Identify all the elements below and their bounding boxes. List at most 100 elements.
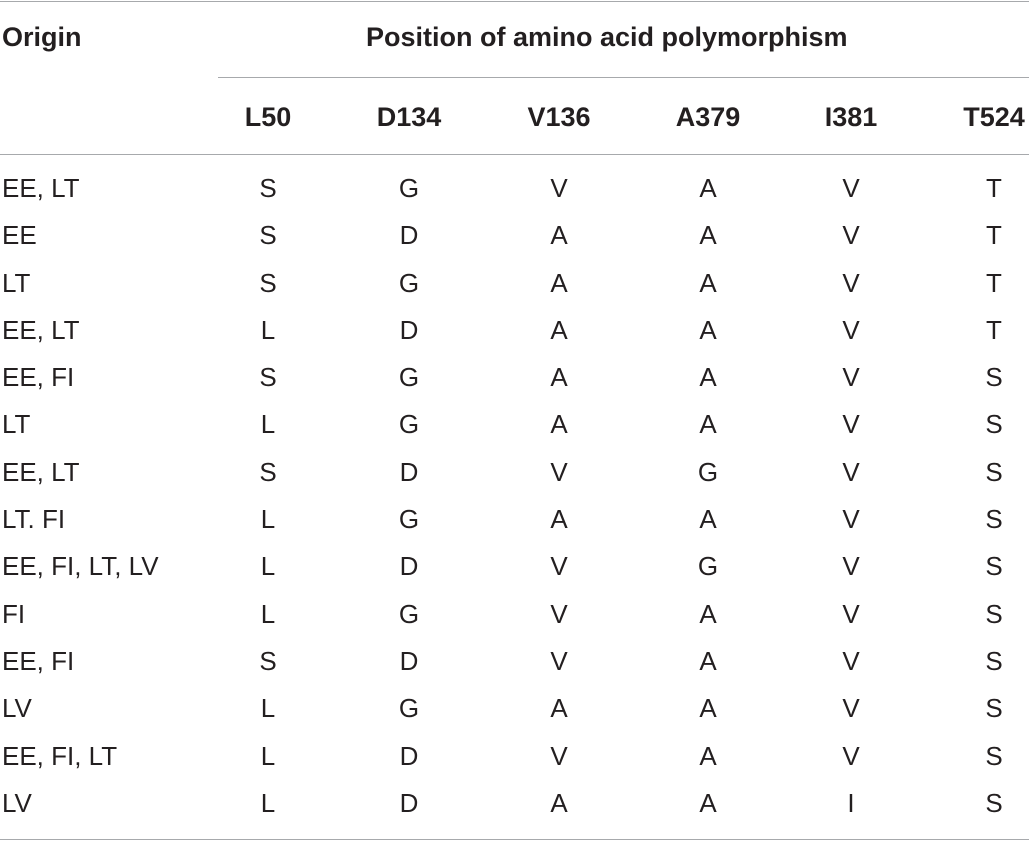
residue-cell: V <box>842 173 860 203</box>
origin-cell: EE, LT <box>2 314 80 345</box>
residue-cell: L <box>260 504 276 535</box>
residue-cell: G <box>398 173 420 203</box>
residue-cell: G <box>697 456 719 487</box>
column-header-i381: I381 <box>824 102 878 132</box>
table-row: LT S G A A V T <box>0 260 1029 307</box>
residue-cell: A <box>550 787 568 818</box>
residue-cell: A <box>550 409 568 440</box>
residue-cell: V <box>842 456 860 487</box>
residue-cell: V <box>550 740 568 771</box>
residue-cell: V <box>550 598 568 629</box>
table-row: EE, FI, LT, LV L D V G V S <box>0 543 1029 590</box>
residue-cell: S <box>985 740 1003 771</box>
residue-cell: S <box>985 693 1003 724</box>
residue-cell: S <box>985 362 1003 393</box>
table-row: EE, FI, LT L D V A V S <box>0 733 1029 780</box>
position-group-header: Position of amino acid polymorphism <box>366 22 848 52</box>
residue-cell: G <box>398 362 420 393</box>
residue-cell: V <box>842 693 860 724</box>
residue-cell: V <box>842 645 860 676</box>
residue-cell: G <box>398 598 420 629</box>
residue-cell: L <box>260 409 276 440</box>
residue-cell: L <box>260 551 276 582</box>
residue-cell: A <box>550 220 568 251</box>
residue-cell: D <box>399 314 419 345</box>
residue-cell: V <box>842 504 860 535</box>
residue-cell: I <box>847 787 855 818</box>
table-row: EE S D A A V T <box>0 212 1029 259</box>
residue-cell: V <box>842 551 860 582</box>
residue-cell: G <box>398 267 420 298</box>
origin-cell: LV <box>2 693 32 724</box>
residue-cell: A <box>699 740 717 771</box>
header-bottom-rule <box>0 154 1029 155</box>
residue-cell: D <box>399 220 419 251</box>
origin-cell: EE, LT <box>2 456 80 487</box>
residue-cell: L <box>260 740 276 771</box>
table-row: LT L G A A V S <box>0 401 1029 448</box>
residue-cell: A <box>699 362 717 393</box>
table-row: LV L D A A I S <box>0 780 1029 827</box>
residue-cell: L <box>260 598 276 629</box>
residue-cell: G <box>697 551 719 582</box>
table-row: LT. FI L G A A V S <box>0 496 1029 543</box>
residue-cell: D <box>399 787 419 818</box>
table-row: FI L G V A V S <box>0 591 1029 638</box>
residue-cell: S <box>259 362 277 393</box>
residue-cell: L <box>260 314 276 345</box>
residue-cell: S <box>985 456 1003 487</box>
residue-cell: A <box>550 504 568 535</box>
origin-cell: LT. FI <box>2 504 66 535</box>
residue-cell: S <box>985 645 1003 676</box>
residue-cell: A <box>550 362 568 393</box>
origin-cell: EE <box>2 220 37 251</box>
group-header-rule <box>218 77 1029 78</box>
table-row: LV L G A A V S <box>0 685 1029 732</box>
residue-cell: T <box>986 220 1002 251</box>
residue-cell: S <box>259 173 277 203</box>
residue-cell: V <box>550 551 568 582</box>
column-header-t524: T524 <box>963 102 1025 132</box>
residue-cell: L <box>260 787 276 818</box>
residue-cell: A <box>699 645 717 676</box>
column-header-d134: D134 <box>376 102 442 132</box>
origin-cell: EE, FI, LT, LV <box>2 551 159 582</box>
table-top-rule <box>0 1 1029 2</box>
residue-cell: S <box>985 409 1003 440</box>
table-row: EE, FI S G A A V S <box>0 354 1029 401</box>
residue-cell: A <box>699 598 717 629</box>
residue-cell: L <box>260 693 276 724</box>
origin-cell: LT <box>2 409 31 440</box>
residue-cell: A <box>699 693 717 724</box>
origin-cell: EE, LT <box>2 173 80 203</box>
residue-cell: A <box>699 504 717 535</box>
residue-cell: S <box>985 598 1003 629</box>
residue-cell: V <box>842 598 860 629</box>
residue-cell: A <box>550 693 568 724</box>
residue-cell: V <box>550 645 568 676</box>
residue-cell: A <box>699 173 717 203</box>
residue-cell: S <box>259 456 277 487</box>
origin-cell: FI <box>2 598 26 629</box>
origin-cell: LV <box>2 787 32 818</box>
column-header-a379: A379 <box>675 102 741 132</box>
residue-cell: D <box>399 740 419 771</box>
residue-cell: V <box>550 456 568 487</box>
residue-cell: S <box>985 787 1003 818</box>
residue-cell: V <box>842 362 860 393</box>
residue-cell: V <box>842 267 860 298</box>
origin-cell: EE, FI <box>2 362 75 393</box>
column-header-v136: V136 <box>527 102 591 132</box>
residue-cell: S <box>985 504 1003 535</box>
residue-cell: T <box>986 267 1002 298</box>
residue-cell: S <box>985 551 1003 582</box>
residue-cell: D <box>399 551 419 582</box>
residue-cell: V <box>842 409 860 440</box>
origin-header: Origin <box>2 22 82 52</box>
residue-cell: V <box>842 220 860 251</box>
residue-cell: A <box>550 314 568 345</box>
residue-cell: G <box>398 693 420 724</box>
table-row: EE, LT S G V A V T <box>0 165 1029 212</box>
residue-cell: A <box>699 409 717 440</box>
residue-cell: A <box>699 314 717 345</box>
